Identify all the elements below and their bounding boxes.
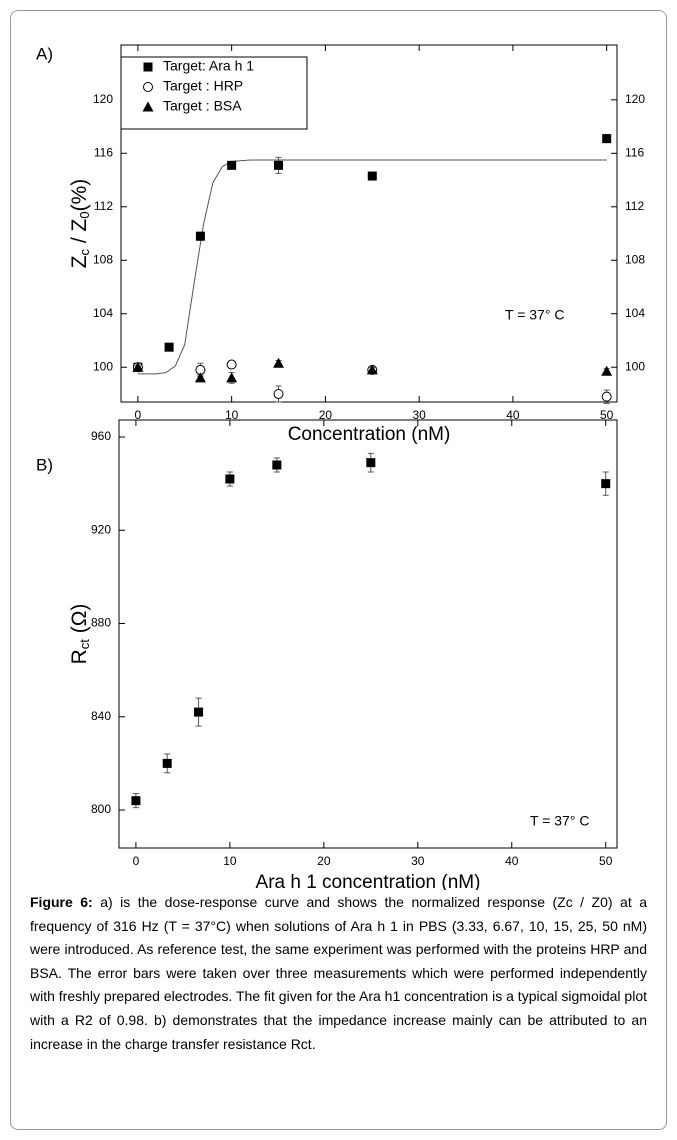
y-tick-label: 108 — [93, 252, 113, 266]
marker — [273, 357, 285, 368]
x-tick-label: 20 — [319, 408, 333, 422]
x-tick-label: 50 — [599, 854, 613, 868]
legend-marker — [143, 62, 153, 72]
marker — [132, 361, 144, 372]
x-tick-label: 30 — [412, 408, 426, 422]
marker — [131, 796, 141, 806]
y-tick-label: 960 — [91, 429, 111, 443]
marker — [162, 758, 172, 768]
annotation: T = 37° C — [505, 307, 564, 323]
y-axis-label-part: Z — [68, 255, 91, 268]
y-axis-label-part: / Z — [68, 218, 91, 249]
marker — [225, 474, 235, 484]
marker — [273, 388, 284, 399]
caption-text: a) is the dose-response curve and shows … — [30, 894, 647, 1052]
y-axis-label-part: (%) — [68, 179, 91, 212]
x-tick-label: 40 — [505, 854, 519, 868]
y-tick-label: 100 — [625, 359, 645, 373]
marker — [226, 372, 238, 383]
y-tick-label: 120 — [93, 92, 113, 106]
y-axis-label: Zc / Z0(%) — [68, 179, 93, 269]
fit-line — [137, 159, 607, 375]
x-axis-label: Ara h 1 concentration (nM) — [256, 872, 481, 890]
panel-label: B) — [36, 455, 53, 474]
y-tick-label: 800 — [91, 802, 111, 816]
x-axis-label: Concentration (nM) — [288, 424, 451, 445]
caption-label: Figure 6: — [30, 894, 93, 910]
x-tick-label: 10 — [225, 408, 239, 422]
x-tick-label: 0 — [133, 854, 140, 868]
marker — [194, 707, 204, 717]
x-tick-label: 50 — [600, 408, 614, 422]
x-tick-label: 30 — [411, 854, 425, 868]
x-tick-label: 10 — [223, 854, 237, 868]
y-tick-label: 104 — [93, 306, 113, 320]
marker — [274, 160, 284, 170]
marker — [601, 479, 611, 489]
marker — [272, 460, 282, 470]
y-tick-label: 112 — [94, 199, 113, 213]
marker — [164, 342, 174, 352]
legend-marker — [142, 101, 154, 112]
legend-marker — [143, 82, 153, 92]
y-tick-label: 840 — [91, 709, 111, 723]
y-tick-label: 880 — [91, 616, 111, 630]
annotation: T = 37° C — [530, 813, 589, 829]
panel-label: A) — [36, 44, 53, 63]
y-tick-label: 116 — [625, 145, 644, 159]
plot-frame — [120, 44, 618, 403]
x-tick-label: 20 — [317, 854, 331, 868]
y-axis-label-subscript: 0 — [77, 211, 92, 218]
y-tick-label: 120 — [625, 92, 645, 106]
marker — [366, 458, 376, 468]
y-axis-label-subscript: ct — [77, 639, 92, 650]
marker — [367, 171, 377, 181]
legend-label: Target: Ara h 1 — [163, 58, 254, 74]
marker — [226, 359, 237, 370]
marker — [601, 365, 613, 376]
y-axis-label-subscript: c — [77, 248, 92, 255]
x-tick-label: 40 — [506, 408, 520, 422]
y-axis-label-part: R — [68, 649, 91, 664]
x-tick-label: 0 — [135, 408, 142, 422]
marker — [227, 160, 237, 170]
y-tick-label: 920 — [91, 522, 111, 536]
y-axis-label: Rct (Ω) — [68, 604, 93, 665]
marker — [602, 134, 612, 144]
legend-label: Target : HRP — [163, 78, 243, 94]
caption: Figure 6: a) is the dose-response curve … — [30, 891, 647, 1056]
y-tick-label: 112 — [625, 199, 644, 213]
y-tick-label: 116 — [94, 145, 113, 159]
y-tick-label: 104 — [625, 306, 645, 320]
y-tick-label: 100 — [93, 359, 113, 373]
marker — [195, 231, 205, 241]
frame — [10, 10, 667, 1130]
y-tick-label: 108 — [625, 252, 645, 266]
plot-frame — [118, 419, 618, 849]
marker — [366, 364, 378, 375]
y-axis-label-part: (Ω) — [68, 604, 91, 640]
marker — [601, 391, 612, 402]
marker — [194, 372, 206, 383]
legend-label: Target : BSA — [163, 98, 242, 114]
